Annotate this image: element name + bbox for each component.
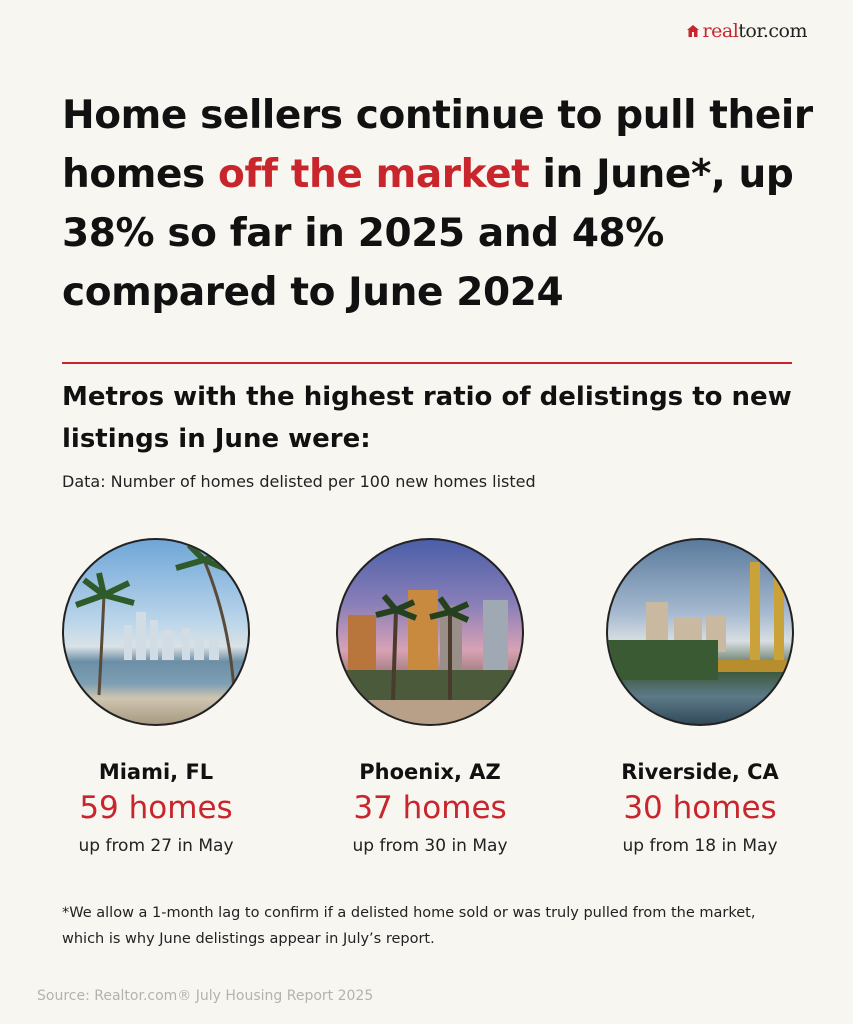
metro-city: Riverside, CA [621, 760, 779, 784]
source-note: Source: Realtor.com® July Housing Report… [37, 988, 374, 1004]
metro-card-phoenix: Phoenix, AZ 37 homes up from 30 in May [300, 538, 560, 856]
house-icon [686, 25, 699, 37]
headline-highlight: off the market [218, 152, 530, 197]
riverside-photo [606, 538, 794, 726]
logo-text-dark: tor.com [738, 20, 807, 42]
headline-text: Home sellers continue to pull their home… [62, 93, 813, 197]
metro-city: Miami, FL [98, 760, 214, 784]
miami-photo [62, 538, 250, 726]
headline: Home sellers continue to pull their home… [62, 86, 822, 322]
metro-change: up from 27 in May [78, 836, 234, 856]
metro-card-riverside: Riverside, CA 30 homes up from 18 in May [570, 538, 830, 856]
metro-count: 37 homes [353, 790, 507, 826]
logo-text-red: real [702, 20, 739, 42]
headline-text-end: in June*, up 38% so far in 2025 and 48% … [62, 152, 794, 315]
data-note: Data: Number of homes delisted per 100 n… [62, 472, 536, 491]
metro-card-miami: Miami, FL 59 homes up from 27 in May [26, 538, 286, 856]
footnote: *We allow a 1-month lag to confirm if a … [62, 905, 756, 947]
metro-city: Phoenix, AZ [359, 760, 501, 784]
metro-change: up from 30 in May [352, 836, 508, 856]
metro-count: 59 homes [79, 790, 233, 826]
divider [62, 362, 792, 364]
subheading: Metros with the highest ratio of delisti… [62, 382, 792, 454]
phoenix-photo [336, 538, 524, 726]
metro-change: up from 18 in May [622, 836, 778, 856]
metro-count: 30 homes [623, 790, 777, 826]
realtor-logo: real tor.com [686, 20, 807, 42]
